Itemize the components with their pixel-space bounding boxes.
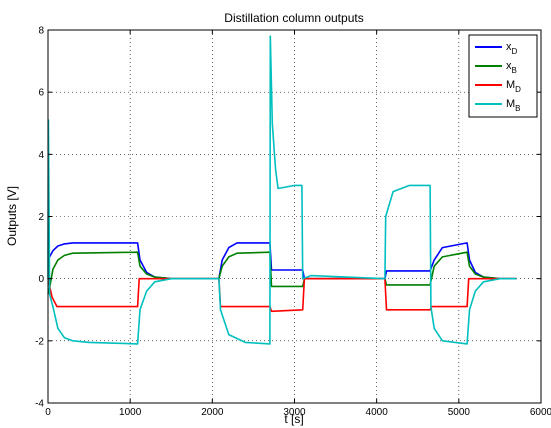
series-line-x-d [47, 242, 517, 280]
legend: xD xB MD MB [468, 34, 538, 118]
y-tick-label: 0 [38, 274, 44, 285]
x-tick-label: 6000 [530, 407, 551, 418]
y-tick-label: 6 [38, 88, 44, 99]
series-line-x-b [47, 251, 517, 295]
series-layer [47, 35, 517, 345]
y-tick-label: 8 [38, 26, 44, 37]
x-tick-label: 0 [45, 407, 51, 418]
y-tick-label: -2 [35, 336, 44, 347]
x-tick-label: 3000 [283, 407, 306, 418]
legend-label: xB [506, 60, 517, 75]
legend-label: MB [506, 98, 521, 113]
legend-label: MD [506, 79, 521, 94]
ticks: 0 1000 2000 3000 4000 5000 6000 -4 -2 0 2 4 6 8 [35, 26, 551, 419]
y-tick-label: 2 [38, 212, 44, 223]
chart-title: Distillation column outputs [224, 11, 363, 25]
x-tick-label: 2000 [201, 407, 224, 418]
x-axis-title: t [s] [284, 412, 303, 426]
y-tick-label: -4 [35, 399, 44, 410]
x-tick-label: 1000 [119, 407, 142, 418]
x-tick-label: 4000 [366, 407, 389, 418]
y-axis-title: Outputs [V] [5, 186, 19, 246]
legend-label: xD [506, 41, 518, 56]
series-line-m-b [47, 35, 517, 345]
x-tick-label: 5000 [448, 407, 471, 418]
y-tick-label: 4 [38, 150, 44, 161]
